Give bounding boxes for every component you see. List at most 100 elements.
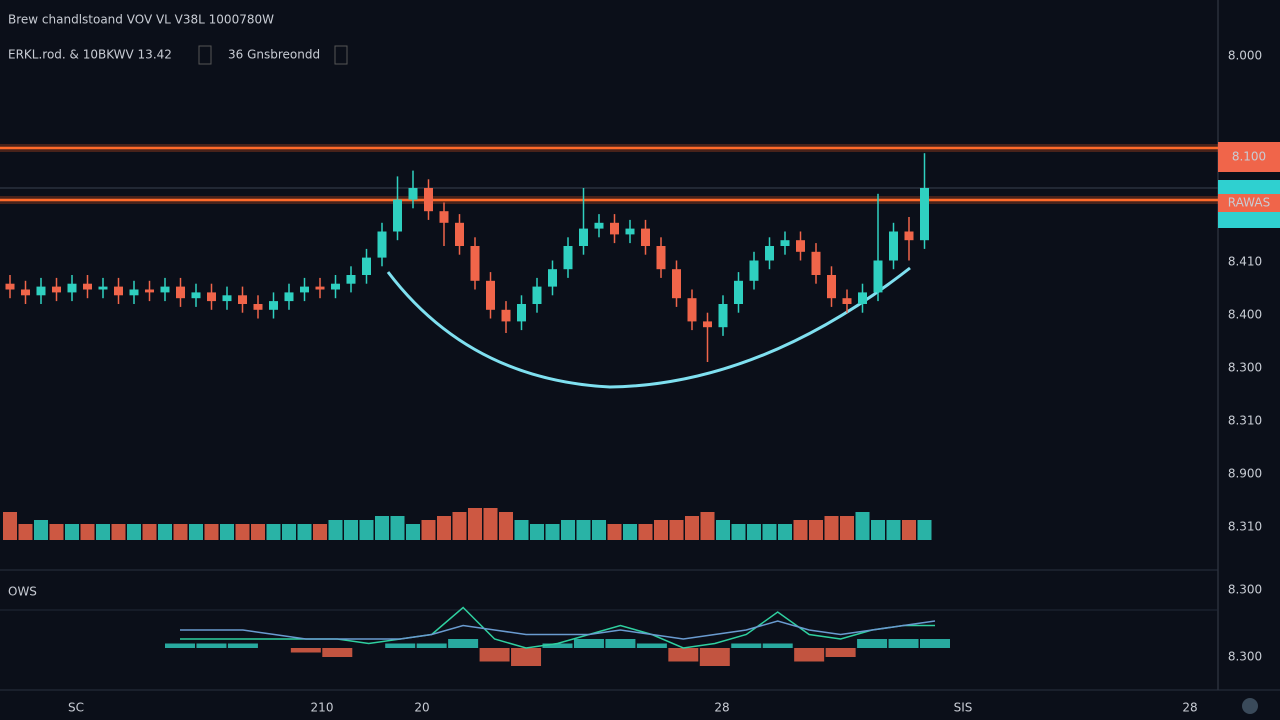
oscillator-bar <box>668 648 699 662</box>
oscillator-bar <box>699 648 730 666</box>
time-label: 20 <box>414 701 429 715</box>
candle-body <box>21 289 30 296</box>
candle-body <box>269 301 278 310</box>
candle-body <box>610 222 619 235</box>
candle-body <box>517 304 526 322</box>
volume-bar <box>452 512 467 540</box>
candle-body <box>501 309 511 322</box>
price-tag: 8.100 <box>1232 150 1266 164</box>
candle-body <box>455 222 464 246</box>
volume-bar <box>18 524 33 540</box>
candle-body <box>145 289 154 293</box>
volume-bar <box>638 524 653 540</box>
volume-bar <box>189 524 203 540</box>
candle-body <box>765 246 774 261</box>
candle-body <box>486 280 495 310</box>
candle-body <box>858 292 867 304</box>
candle-body <box>873 260 883 293</box>
candle-body <box>284 292 294 302</box>
price-label: 8.900 <box>1228 467 1262 481</box>
volume-bar <box>654 520 668 540</box>
toggle[interactable] <box>334 45 348 65</box>
oscillator-bar <box>448 639 479 648</box>
oscillator-bar <box>542 643 573 648</box>
oscillator-bar <box>322 648 353 657</box>
volume-bar <box>297 524 312 540</box>
price-label: 8.300 <box>1228 583 1262 597</box>
volume-bar <box>592 520 606 540</box>
oscillator-bar <box>290 648 321 653</box>
title: Brew chandlstoand VOV VL V38L 1000780W <box>8 13 274 27</box>
candle-body <box>5 283 15 290</box>
price-label: 8.310 <box>1228 414 1262 428</box>
candle-body <box>563 246 573 270</box>
candle-body <box>579 228 588 246</box>
price-label: 8.300 <box>1228 650 1262 664</box>
candle-body <box>129 289 139 296</box>
toggle[interactable] <box>198 45 212 65</box>
volume-bar <box>530 524 544 540</box>
oscillator-bar <box>794 648 825 662</box>
oscillator-bar <box>573 639 604 648</box>
candle-body <box>331 283 340 290</box>
volume-bar <box>49 524 64 540</box>
volume-bar <box>855 512 870 540</box>
volume-bar <box>344 520 358 540</box>
price-tag-box <box>1218 194 1280 212</box>
volume-bar <box>685 516 699 540</box>
volume-bar <box>545 524 560 540</box>
volume-bar <box>3 512 17 540</box>
candle-body <box>920 188 929 241</box>
candle-body <box>780 240 790 246</box>
settings-button[interactable] <box>1242 698 1258 714</box>
price-label: 8.400 <box>1228 308 1262 322</box>
volume-bar <box>111 524 126 540</box>
oscillator-bar <box>605 639 636 648</box>
time-label: 210 <box>311 701 334 715</box>
candle-body <box>346 275 356 284</box>
volume-bar <box>142 524 157 540</box>
volume-bar <box>700 512 715 540</box>
time-label: 28 <box>1182 701 1197 715</box>
volume-bar <box>173 524 188 540</box>
candle-body <box>377 231 387 258</box>
oscillator-bar <box>196 643 227 648</box>
volume-bar <box>313 524 327 540</box>
candle-body <box>594 222 604 229</box>
candle-body <box>52 286 61 293</box>
oscillator-bar <box>165 643 195 648</box>
volume-bar <box>871 520 885 540</box>
price-label: 8.300 <box>1228 361 1262 375</box>
selector[interactable]: 36 Gnsbreondd <box>228 48 320 62</box>
volume-bar <box>34 520 48 540</box>
volume-bar <box>576 520 591 540</box>
price-label: 8.000 <box>1228 49 1262 63</box>
candle-body <box>703 321 712 328</box>
candle-body <box>424 188 433 212</box>
candle-body <box>749 260 759 281</box>
candle-body <box>811 251 821 275</box>
volume-bar <box>65 524 79 540</box>
candle-body <box>160 286 170 293</box>
volume-bar <box>762 524 777 540</box>
candle-body <box>67 283 77 293</box>
volume-bar <box>220 524 234 540</box>
candle-body <box>439 211 449 223</box>
oscillator-bar <box>762 643 793 648</box>
volume-bar <box>809 520 823 540</box>
cup-pattern <box>386 266 911 389</box>
oscillator-bar <box>825 648 856 657</box>
volume-bar <box>669 520 684 540</box>
volume-bar <box>561 520 575 540</box>
candle-body <box>687 298 697 322</box>
candle-body <box>393 199 402 232</box>
price-tag: RAWAS <box>1228 196 1270 210</box>
price-label: 8.310 <box>1228 520 1262 534</box>
volume-bar <box>80 524 95 540</box>
volume-bar <box>437 516 451 540</box>
candle-body <box>238 295 247 304</box>
volume-bar <box>390 516 405 540</box>
candle-body <box>36 286 46 296</box>
